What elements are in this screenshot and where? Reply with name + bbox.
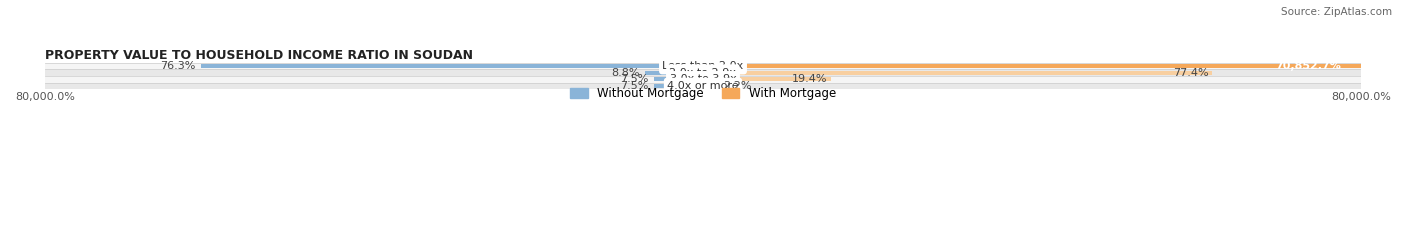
- Bar: [703, 84, 717, 88]
- Text: 2.0x to 2.9x: 2.0x to 2.9x: [669, 68, 737, 78]
- Legend: Without Mortgage, With Mortgage: Without Mortgage, With Mortgage: [569, 87, 837, 100]
- Text: PROPERTY VALUE TO HOUSEHOLD INCOME RATIO IN SOUDAN: PROPERTY VALUE TO HOUSEHOLD INCOME RATIO…: [45, 49, 472, 62]
- Bar: [45, 69, 1361, 76]
- Text: 2.2%: 2.2%: [723, 81, 751, 91]
- Text: Source: ZipAtlas.com: Source: ZipAtlas.com: [1281, 7, 1392, 17]
- Bar: [45, 83, 1361, 89]
- Bar: [645, 71, 703, 75]
- Bar: [45, 76, 1361, 83]
- Text: Less than 2.0x: Less than 2.0x: [662, 61, 744, 71]
- Text: 76.3%: 76.3%: [160, 61, 195, 71]
- Text: 19.4%: 19.4%: [792, 74, 827, 84]
- Bar: [703, 64, 1361, 68]
- Text: 4.0x or more: 4.0x or more: [668, 81, 738, 91]
- Bar: [654, 77, 703, 81]
- Bar: [703, 77, 831, 81]
- Text: 7.5%: 7.5%: [620, 74, 648, 84]
- Bar: [45, 63, 1361, 69]
- Text: 3.0x to 3.9x: 3.0x to 3.9x: [669, 74, 737, 84]
- Bar: [201, 64, 703, 68]
- Text: 8.8%: 8.8%: [612, 68, 640, 78]
- Bar: [703, 71, 1212, 75]
- Bar: [654, 84, 703, 88]
- Text: 77.4%: 77.4%: [1174, 68, 1209, 78]
- Text: 70,852.7%: 70,852.7%: [1275, 61, 1341, 71]
- Text: 7.5%: 7.5%: [620, 81, 648, 91]
